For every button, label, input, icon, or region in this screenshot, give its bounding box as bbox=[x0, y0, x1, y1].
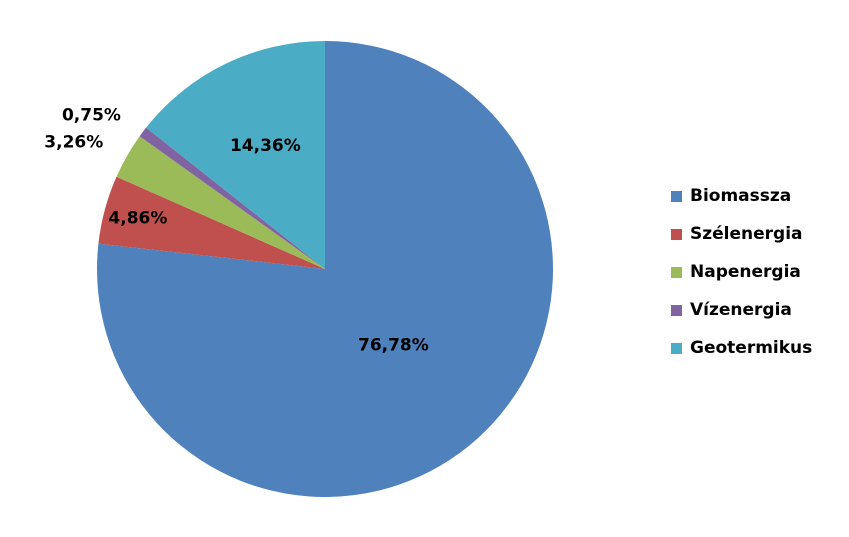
data-label: 14,36% bbox=[230, 136, 301, 156]
data-label: 0,75% bbox=[62, 105, 121, 125]
pie-slice bbox=[98, 176, 325, 269]
legend-label: Vízenergia bbox=[690, 300, 792, 320]
data-label: 3,26% bbox=[44, 132, 103, 152]
legend-swatch bbox=[671, 267, 682, 278]
legend-swatch bbox=[671, 305, 682, 316]
legend-swatch bbox=[671, 191, 682, 202]
legend-label: Szélenergia bbox=[690, 224, 803, 244]
legend-label: Geotermikus bbox=[690, 338, 812, 358]
pie-slice bbox=[139, 127, 325, 270]
legend-swatch bbox=[671, 229, 682, 240]
legend-label: Napenergia bbox=[690, 262, 801, 282]
legend-swatch bbox=[671, 343, 682, 354]
pie-slice bbox=[146, 41, 325, 269]
pie-slice bbox=[116, 136, 325, 269]
data-label: 76,78% bbox=[358, 335, 429, 355]
data-label: 4,86% bbox=[108, 208, 167, 228]
legend-label: Biomassza bbox=[690, 186, 791, 206]
